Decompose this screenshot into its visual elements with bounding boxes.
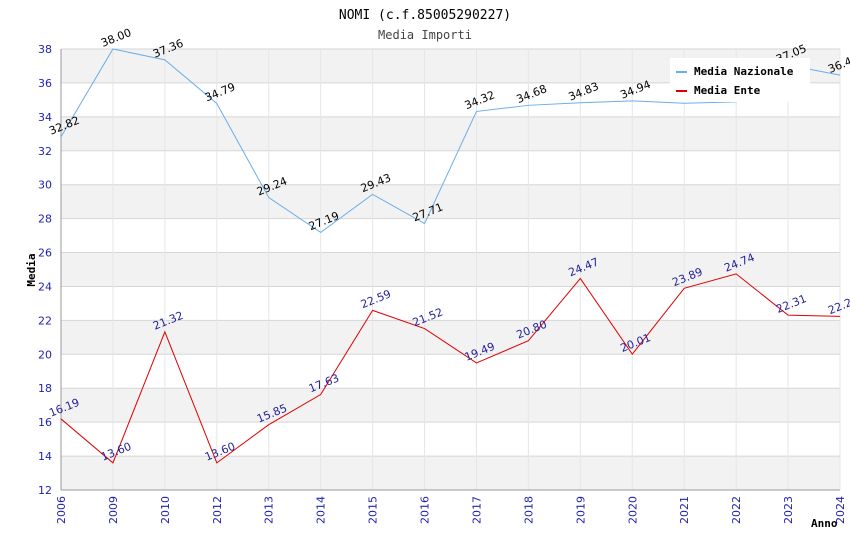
y-tick-label: 34: [38, 111, 52, 124]
grid-band: [61, 354, 840, 389]
grid-band: [61, 252, 840, 287]
y-tick-label: 14: [38, 450, 52, 463]
x-tick-label: 2012: [211, 496, 224, 524]
y-tick-label: 38: [38, 43, 52, 56]
legend-label-ente: Media Ente: [694, 84, 761, 97]
grid-band: [61, 116, 840, 151]
y-tick-label: 36: [38, 77, 52, 90]
axes: [60, 49, 840, 491]
x-tick-label: 2010: [159, 496, 172, 524]
legend: Media Nazionale Media Ente: [670, 58, 810, 102]
x-tick-label: 2014: [315, 496, 328, 524]
x-tick-label: 2018: [522, 496, 535, 524]
y-tick-label: 28: [38, 213, 52, 226]
y-tick-label: 12: [38, 484, 52, 497]
chart-subtitle: Media Importi: [378, 28, 472, 42]
series-line-nazionale: [60, 48, 841, 233]
y-tick-labels: 12 14 16 18 20 22 24 26 28 30 32 34 36 38: [38, 43, 52, 497]
x-tick-label: 2022: [730, 496, 743, 524]
y-tick-label: 22: [38, 314, 52, 327]
x-tick-label: 2023: [782, 496, 795, 524]
y-tick-label: 26: [38, 247, 52, 260]
y-tick-label: 20: [38, 348, 52, 361]
grid-band: [61, 184, 840, 219]
grid-band: [61, 456, 840, 490]
x-tick-labels: 2006 2009 2010 2012 2013 2014 2015 2016 2017 2018…: [55, 496, 847, 524]
y-tick-label: 16: [38, 416, 52, 429]
chart-title: NOMI (c.f.85005290227): [339, 8, 511, 23]
x-tick-label: 2015: [367, 496, 380, 524]
legend-box: [670, 58, 810, 102]
series-lines: [60, 48, 841, 464]
x-tick-label: 2013: [263, 496, 276, 524]
grid-band: [61, 218, 840, 253]
data-label: 38.00: [99, 26, 133, 50]
grid-band: [61, 388, 840, 423]
grid-bands: [61, 49, 840, 490]
grid-band: [61, 320, 840, 355]
x-axis-label: Anno: [811, 517, 838, 530]
grid-band: [61, 286, 840, 321]
x-tick-label: 2006: [55, 496, 68, 524]
series-line-ente: [60, 273, 841, 464]
x-tick-label: 2016: [419, 496, 432, 524]
y-tick-label: 18: [38, 382, 52, 395]
x-tick-label: 2021: [678, 496, 691, 524]
y-tick-label: 24: [38, 280, 52, 293]
y-axis-label: Media: [25, 253, 38, 286]
x-tick-label: 2020: [626, 496, 639, 524]
y-tick-label: 32: [38, 145, 52, 158]
grid-band: [61, 422, 840, 457]
y-tick-label: 30: [38, 179, 52, 192]
x-tick-label: 2019: [574, 496, 587, 524]
x-tick-label: 2024: [834, 496, 847, 524]
legend-label-nazionale: Media Nazionale: [694, 65, 794, 78]
x-tick-label: 2017: [470, 496, 483, 524]
x-tick-label: 2009: [107, 496, 120, 524]
